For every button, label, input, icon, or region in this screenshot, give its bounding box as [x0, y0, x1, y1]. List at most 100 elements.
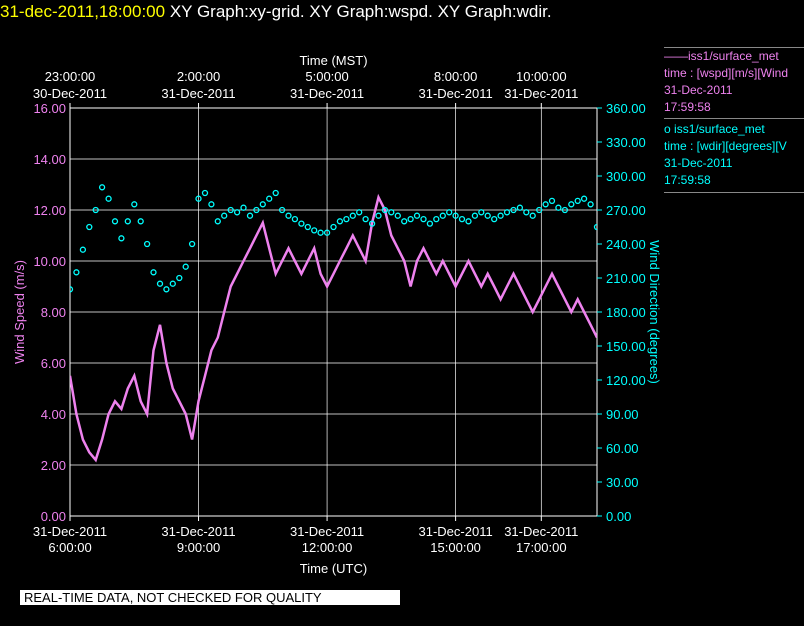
series-wind-direction-point — [574, 197, 581, 205]
series-wind-direction-point — [388, 209, 395, 216]
y-left-tick-label: 4.00 — [41, 407, 66, 422]
series-wind-direction-point — [266, 195, 273, 202]
series-wind-direction-point — [381, 206, 389, 214]
legend-series-label: time : [wspd][m/s][Wind — [664, 66, 789, 80]
y-right-tick-label: 300.00 — [606, 169, 646, 184]
x-bottom-tick-time: 6:00:00 — [48, 540, 91, 555]
x-bottom-tick-time: 9:00:00 — [177, 540, 220, 555]
series-wind-direction-point — [311, 227, 318, 234]
series-wind-direction-point — [336, 218, 344, 225]
series-wind-direction-point — [73, 269, 80, 276]
legend-time: 17:59:58 — [664, 100, 711, 114]
series-wind-direction-point — [298, 220, 305, 227]
series-wind-direction-point — [580, 195, 588, 202]
y-right-tick-label: 210.00 — [606, 271, 646, 286]
x-bottom-tick-date: 31-Dec-2011 — [33, 524, 107, 539]
series-wind-direction-point — [523, 209, 530, 216]
legend-date: 31-Dec-2011 — [664, 83, 733, 97]
y-right-tick-label: 270.00 — [606, 203, 646, 218]
x-bottom-tick-date: 31-Dec-2011 — [290, 524, 364, 539]
series-wind-direction-point — [503, 209, 511, 216]
x-bottom-tick-time: 12:00:00 — [302, 540, 353, 555]
x-bottom-tick-date: 31-Dec-2011 — [419, 524, 493, 539]
series-wind-direction-point — [253, 206, 260, 214]
y-left-tick-label: 2.00 — [41, 458, 66, 473]
series-wind-direction-point — [593, 223, 597, 231]
series-wind-direction-point — [368, 220, 376, 227]
y-left-tick-label: 16.00 — [33, 101, 66, 116]
series-wind-direction-point — [343, 215, 350, 223]
x-top-tick-date: 31-Dec-2011 — [504, 86, 578, 101]
y-left-tick-label: 12.00 — [33, 203, 66, 218]
series-wind-direction-point — [426, 220, 434, 227]
series-wind-direction-point — [349, 212, 356, 219]
series-wind-direction-point — [542, 201, 549, 208]
series-wind-direction-point — [240, 204, 247, 211]
series-wind-direction-point — [401, 218, 408, 225]
series-wind-direction-point — [201, 189, 209, 197]
y-right-tick-label: 240.00 — [606, 237, 646, 252]
legend-speed: ——iss1/surface_met time : [wspd][m/s][Wi… — [664, 47, 804, 121]
series-wind-direction-point — [452, 212, 459, 219]
series-wind-direction-point — [491, 215, 498, 223]
series-wind-direction-point — [131, 201, 138, 208]
series-wind-direction-point — [259, 201, 266, 208]
series-wind-direction-point — [98, 184, 106, 191]
legend-time: 17:59:58 — [664, 173, 711, 187]
legend-series-label: time : [wdir][degrees][V — [664, 139, 787, 153]
y-right-tick-label: 330.00 — [606, 135, 646, 150]
series-wind-direction-point — [221, 212, 228, 219]
series-wind-direction-point — [516, 204, 524, 211]
x-bottom-tick-time: 15:00:00 — [430, 540, 481, 555]
y-left-tick-label: 14.00 — [33, 152, 66, 167]
series-wind-direction-point — [291, 215, 299, 223]
series-wind-direction-point — [458, 215, 466, 223]
series-wind-direction-point — [439, 212, 446, 219]
series-wind-direction-point — [555, 204, 562, 211]
y-axis-title-left: Wind Speed (m/s) — [12, 260, 27, 364]
series-wind-direction-point — [150, 269, 157, 276]
title-graph-wspd: XY Graph:wspd. — [309, 2, 433, 21]
series-wind-direction-point — [233, 209, 241, 216]
x-bottom-tick-date: 31-Dec-2011 — [504, 524, 578, 539]
series-wind-direction-point — [568, 201, 575, 208]
x-bottom-tick-time: 17:00:00 — [516, 540, 567, 555]
series-wind-direction-point — [79, 246, 87, 253]
series-wind-direction-point — [86, 223, 93, 231]
legend-source: iss1/surface_met — [674, 122, 765, 136]
y-right-tick-label: 120.00 — [606, 373, 646, 388]
series-wind-direction-point — [246, 212, 254, 219]
series-wind-direction-point — [214, 218, 221, 225]
y-right-tick-label: 180.00 — [606, 305, 646, 320]
series-wind-direction-point — [536, 206, 543, 214]
legend-line-marker: —— — [664, 49, 688, 63]
x-top-tick-time: 2:00:00 — [177, 69, 220, 84]
series-wind-direction-point — [375, 212, 382, 219]
x-axis-title-bottom: Time (UTC) — [300, 561, 367, 576]
series-wind-direction-point — [362, 215, 369, 223]
y-right-tick-label: 30.00 — [606, 475, 639, 490]
y-left-tick-label: 6.00 — [41, 356, 66, 371]
y-axis-title-right: Wind Direction (degrees) — [647, 240, 662, 384]
x-axis-title-top: Time (MST) — [299, 53, 367, 68]
series-wind-direction-point — [484, 212, 491, 219]
series-wind-direction-point — [156, 280, 164, 287]
x-top-tick-date: 31-Dec-2011 — [161, 86, 235, 101]
series-wind-direction-point — [143, 240, 151, 248]
series-wind-direction-point — [105, 195, 112, 202]
series-wind-direction-point — [587, 201, 594, 208]
series-wind-speed-line — [70, 193, 597, 463]
series-wind-direction-point — [394, 212, 401, 219]
y-left-tick-label: 8.00 — [41, 305, 66, 320]
series-wind-direction-point — [163, 286, 170, 293]
series-wind-direction-point — [182, 263, 189, 270]
series-wind-direction-point — [478, 209, 485, 216]
title-graph-xy-grid: XY Graph:xy-grid. — [169, 2, 305, 21]
series-wind-direction-point — [330, 223, 337, 231]
title-timestamp: 31-dec-2011,18:00:00 — [0, 2, 166, 21]
x-top-tick-date: 30-Dec-2011 — [33, 86, 107, 101]
series-wind-direction-point — [227, 206, 234, 214]
y-left-tick-label: 0.00 — [41, 509, 66, 524]
x-top-tick-time: 8:00:00 — [434, 69, 477, 84]
